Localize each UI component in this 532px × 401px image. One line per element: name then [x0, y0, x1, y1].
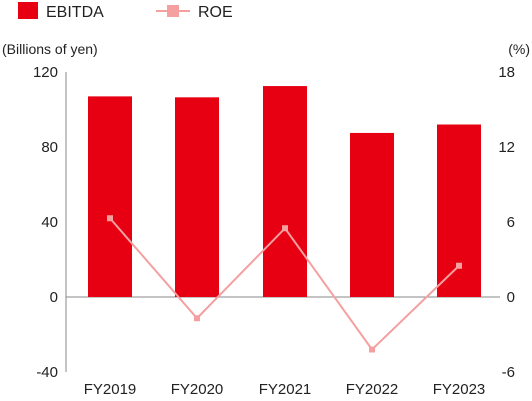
roe-point [194, 315, 200, 322]
x-tick-label: FY2020 [171, 381, 224, 398]
left-axis-unit-label: (Billions of yen) [2, 41, 98, 57]
x-tick-label: FY2019 [84, 381, 137, 398]
left-tick-label: 0 [50, 289, 58, 306]
legend-ebitda-swatch [18, 2, 38, 19]
left-tick-label: 40 [41, 214, 58, 231]
right-tick-label: 6 [507, 214, 515, 231]
x-tick-label: FY2023 [433, 381, 486, 398]
ebitda-bars [88, 86, 481, 297]
roe-point [369, 346, 375, 353]
left-tick-label: 80 [41, 139, 58, 156]
roe-point [107, 215, 113, 222]
x-tick-label: FY2021 [259, 381, 312, 398]
right-tick-label: 18 [498, 64, 515, 81]
roe-point [282, 225, 288, 232]
legend-ebitda-label: EBITDA [46, 4, 104, 21]
ebitda-bar [88, 96, 132, 297]
ebitda-bar [437, 124, 481, 297]
ebitda-bar [350, 132, 394, 297]
right-tick-label: 0 [507, 289, 515, 306]
x-axis-labels: FY2019 FY2020 FY2021 FY2022 FY2023 [84, 381, 486, 398]
ebitda-bar [263, 86, 307, 297]
legend: EBITDA ROE [18, 2, 233, 21]
left-axis: 120 80 40 0 -40 [33, 64, 58, 381]
x-tick-label: FY2022 [346, 381, 399, 398]
right-tick-label: 12 [498, 139, 515, 156]
legend-roe-marker [167, 5, 179, 17]
roe-series [107, 215, 462, 353]
right-axis: 18 12 6 0 -6 [498, 64, 515, 381]
roe-point [456, 262, 462, 269]
right-tick-label: -6 [502, 364, 515, 381]
right-axis-unit-label: (%) [508, 41, 530, 57]
legend-roe-label: ROE [198, 4, 233, 21]
ebitda-bar [175, 97, 219, 297]
left-tick-label: 120 [33, 64, 58, 81]
left-tick-label: -40 [36, 364, 58, 381]
